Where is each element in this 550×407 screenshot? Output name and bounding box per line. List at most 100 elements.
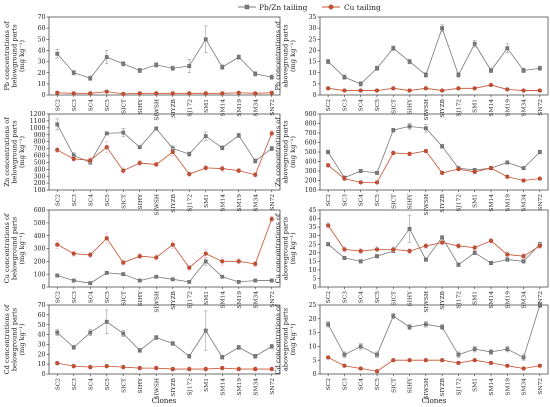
data-point [269, 90, 274, 95]
y-tick-label: 0 [42, 371, 46, 378]
data-point [121, 365, 126, 370]
x-tick-label: SJ172 [187, 99, 193, 117]
x-tick-label: SC2 [55, 291, 61, 304]
y-tick-label: 20 [309, 250, 317, 257]
x-tick-label: SC4 [88, 194, 94, 207]
series-line [56, 124, 272, 163]
y-tick-label: 100 [34, 187, 46, 194]
data-point [137, 68, 142, 73]
data-point [71, 70, 76, 75]
plot-frame [319, 209, 549, 288]
x-tick-label: SICT [391, 194, 397, 209]
y-tick-label: 200 [34, 258, 46, 265]
data-point [236, 133, 241, 138]
data-point [269, 344, 274, 349]
x-tick-label: SM1 [473, 378, 479, 392]
x-tick-label: SIYZB [171, 99, 177, 118]
y-tick-label: 20 [309, 48, 317, 55]
y-tick-label: 400 [305, 159, 317, 166]
y-tick-label: 70 [38, 14, 46, 21]
data-point [220, 274, 225, 279]
data-point [253, 91, 258, 96]
series-cu [326, 82, 542, 93]
data-point [170, 91, 175, 96]
data-point [88, 76, 93, 81]
data-point [391, 128, 396, 133]
x-tick-label: SM19 [237, 378, 243, 396]
data-point [342, 75, 347, 80]
y-tick-label: 200 [34, 180, 46, 187]
data-point [407, 151, 412, 156]
plot-frame [48, 113, 281, 191]
data-point [137, 366, 142, 371]
data-point [55, 51, 60, 56]
data-point [154, 274, 159, 279]
y-axis-label: Zn concentrations ofaboveground parts(mg… [274, 117, 297, 187]
y-tick-label: 700 [305, 130, 317, 137]
y-tick-label: 35 [309, 14, 317, 21]
series-line [328, 84, 540, 91]
data-point [121, 91, 126, 96]
x-tick-label: SICT [391, 378, 397, 393]
data-point [407, 88, 412, 93]
data-point [71, 91, 76, 96]
data-point [521, 166, 526, 171]
data-point [220, 355, 225, 360]
x-tick-label: SC4 [88, 378, 94, 391]
data-point [537, 303, 542, 307]
x-tick-label: SC2 [326, 378, 332, 391]
plot-frame [48, 209, 281, 288]
data-point [203, 91, 208, 96]
x-tick-label: SICT [121, 99, 127, 114]
y-tick-label: 1100 [30, 118, 46, 125]
y-tick-label: 600 [34, 153, 46, 160]
series-line [57, 91, 272, 95]
x-tick-label: SC5 [105, 291, 111, 304]
x-tick-label: SM34 [253, 194, 259, 212]
data-point [154, 255, 159, 260]
series-cu [55, 216, 274, 271]
data-point [104, 236, 109, 241]
data-point [236, 259, 241, 264]
data-point [203, 259, 208, 264]
data-point [104, 89, 109, 94]
x-tick-label: SM14 [220, 378, 226, 396]
legend-label-pbzn: Pb/Zn tailing [259, 3, 308, 12]
data-point [391, 150, 396, 156]
x-tick-label: SIYZB [440, 291, 446, 310]
series-pbzn [55, 118, 274, 165]
x-tick-label: SIWSH [154, 194, 160, 216]
y-tick-label: 400 [34, 166, 46, 173]
x-tick-label: SC5 [375, 378, 381, 391]
x-tick-label: SIWSH [424, 291, 430, 313]
x-tick-label: SIYZB [171, 291, 177, 310]
data-point [104, 271, 109, 275]
data-point [253, 354, 258, 359]
x-tick-label: SC5 [105, 378, 111, 391]
data-point [342, 176, 347, 181]
data-point [187, 366, 192, 372]
y-tick-label: 50 [38, 36, 46, 43]
x-tick-label: SM1 [473, 99, 479, 113]
y-axis-label: Cd concentrations ofaboveground parts(mg… [274, 304, 297, 374]
data-point [440, 88, 445, 93]
x-tick-label: SIHY [138, 291, 144, 306]
x-tick-label: SM14 [220, 194, 226, 212]
data-point [472, 41, 477, 46]
x-tick-label: SIHY [408, 378, 414, 393]
x-tick-label: SM14 [220, 291, 226, 309]
x-tick-label: SJ172 [187, 378, 193, 396]
x-tick-label: SJ172 [187, 291, 193, 309]
data-point [358, 248, 363, 254]
data-point [236, 366, 241, 372]
data-point [423, 148, 428, 154]
x-tick-label: SJ172 [187, 194, 193, 212]
x-tick-label: SM1 [473, 291, 479, 305]
data-point [342, 247, 347, 252]
data-point [537, 150, 542, 154]
data-point [391, 46, 396, 51]
y-tick-label: 10 [38, 81, 46, 88]
